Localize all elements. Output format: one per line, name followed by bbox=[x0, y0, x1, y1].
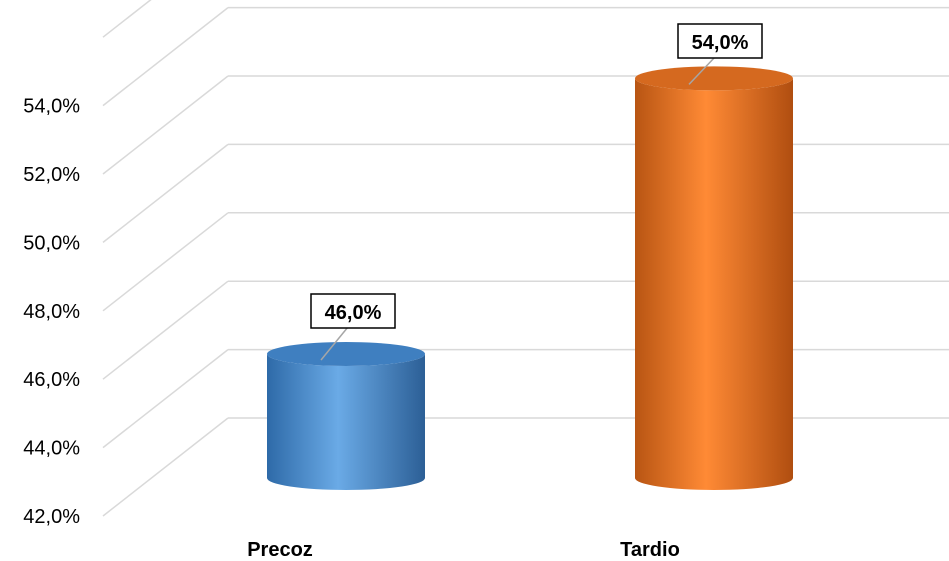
gridline-diagonal bbox=[102, 417, 229, 517]
data-label-box bbox=[310, 293, 396, 329]
bar-body bbox=[635, 78, 793, 490]
y-tick-label: 50,0% bbox=[23, 232, 80, 254]
data-label-leader bbox=[688, 56, 716, 85]
gridline-diagonal bbox=[102, 7, 229, 107]
data-label: 54,0% bbox=[692, 32, 749, 54]
y-tick-label: 52,0% bbox=[23, 164, 80, 186]
x-category-label: Precoz bbox=[247, 539, 313, 561]
gridline-diagonal bbox=[102, 143, 229, 243]
gridline-diagonal bbox=[102, 75, 229, 175]
gridline-diagonal bbox=[102, 0, 152, 38]
bar-precoz bbox=[267, 341, 425, 490]
bar-top bbox=[267, 341, 425, 366]
y-tick-label: 44,0% bbox=[23, 438, 80, 460]
y-tick-label: 54,0% bbox=[23, 96, 80, 118]
data-label-box bbox=[677, 23, 763, 59]
bar-top bbox=[635, 66, 793, 91]
data-label-leader bbox=[320, 326, 349, 361]
x-axis-category-labels: Precoz Tardio bbox=[247, 539, 680, 561]
bars bbox=[267, 66, 793, 490]
gridline-diagonal bbox=[102, 349, 229, 449]
y-tick-label: 42,0% bbox=[23, 506, 80, 528]
gridline-diagonal bbox=[102, 212, 229, 312]
bar-body bbox=[267, 353, 425, 490]
y-axis-tick-labels: 42,0% 44,0% 46,0% 48,0% 50,0% 52,0% 54,0% bbox=[23, 96, 80, 528]
bar-tardio bbox=[635, 66, 793, 490]
y-tick-label: 46,0% bbox=[23, 369, 80, 391]
data-labels: 46,0% 54,0% bbox=[310, 23, 763, 361]
data-label: 46,0% bbox=[325, 302, 382, 324]
gridlines bbox=[102, 0, 949, 517]
x-category-label: Tardio bbox=[620, 539, 680, 561]
y-tick-label: 48,0% bbox=[23, 301, 80, 323]
gridline-diagonal bbox=[102, 280, 229, 380]
